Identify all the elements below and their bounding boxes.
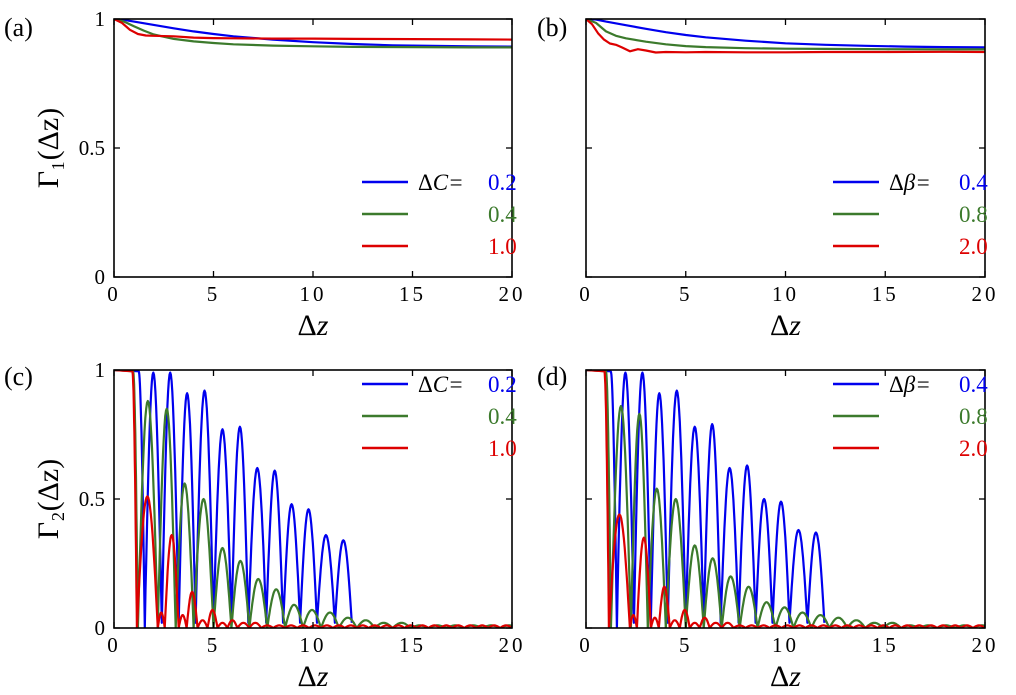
x-tick-label: 10	[772, 633, 799, 657]
plot-frame	[585, 18, 986, 278]
series-line-2.0	[586, 19, 985, 54]
legend-value-0.2: 0.2	[488, 372, 517, 397]
x-tick-label: 20	[499, 282, 526, 306]
y-tick-label: 0.5	[79, 487, 105, 511]
x-tick-label: 15	[872, 633, 899, 657]
x-axis-label: Δz	[770, 309, 801, 342]
series-line-0.4	[114, 19, 512, 49]
series-line-0.8	[586, 370, 985, 628]
legend-value-0.8: 0.8	[959, 404, 988, 429]
legend-value-2.0: 2.0	[959, 234, 988, 259]
y-axis-label: Γ₂(Δz)	[32, 459, 65, 539]
x-tick-label: 10	[300, 633, 327, 657]
series-line-1.0	[114, 370, 512, 628]
y-tick-label: 1	[95, 7, 106, 31]
y-axis-label: Γ₁(Δz)	[32, 108, 65, 188]
x-tick-label: 5	[679, 282, 693, 306]
series-line-0.8	[586, 19, 985, 51]
legend-value-2.0: 2.0	[959, 436, 988, 461]
legend-param-label: ΔC=	[418, 372, 464, 397]
series-line-1.0	[114, 19, 512, 41]
x-tick-label: 0	[579, 633, 593, 657]
series-line-2.0	[586, 370, 985, 628]
x-tick-label: 15	[872, 282, 899, 306]
series-line-0.4	[114, 370, 512, 628]
panel-b: 0 5 10 15 20 Δz (b) Δβ= 0.4 0.8 2.0	[537, 13, 999, 342]
y-tick-label: 0.5	[79, 136, 105, 160]
series-line-0.4	[586, 370, 826, 628]
x-tick-label: 15	[399, 633, 426, 657]
legend-value-0.4: 0.4	[959, 372, 988, 397]
legend-value-0.8: 0.8	[959, 202, 988, 227]
y-tick-label: 0	[95, 265, 106, 289]
legend-param-label: Δβ=	[889, 170, 931, 195]
x-tick-label: 10	[772, 282, 799, 306]
x-axis-label: Δz	[770, 660, 801, 693]
legend-value-0.4: 0.4	[959, 170, 988, 195]
panel-a: 0 5 10 15 20 0 0.5 1 Δz Γ₁(Δz) (a) ΔC= 0.2 0.4 1.0	[4, 7, 526, 342]
x-tick-label: 0	[579, 282, 593, 306]
x-tick-label: 0	[107, 282, 121, 306]
x-axis-label: Δz	[298, 660, 329, 693]
y-tick-label: 1	[95, 358, 106, 382]
plot-frame	[113, 18, 513, 278]
legend-param-label: ΔC=	[418, 170, 464, 195]
series-line-0.2	[114, 370, 353, 628]
legend-value-0.2: 0.2	[488, 170, 517, 195]
panel-c: 0 5 10 15 20 0 0.5 1 Δz Γ₂(Δz) (c) ΔC= 0.2 0.4 1.0	[4, 358, 526, 693]
panel-label: (b)	[537, 13, 567, 42]
x-tick-label: 5	[207, 282, 221, 306]
x-tick-label: 20	[972, 282, 999, 306]
legend-value-0.4: 0.4	[488, 404, 517, 429]
series-line-0.4	[586, 19, 985, 49]
x-tick-label: 5	[679, 633, 693, 657]
x-tick-label: 20	[972, 633, 999, 657]
legend-param-label: Δβ=	[889, 372, 931, 397]
y-tick-label: 0	[95, 616, 106, 640]
legend-value-1.0: 1.0	[488, 234, 517, 259]
x-tick-label: 0	[107, 633, 121, 657]
panel-d: 0 5 10 15 20 Δz (d) Δβ= 0.4 0.8 2.0	[537, 362, 999, 693]
x-tick-label: 20	[499, 633, 526, 657]
x-tick-label: 10	[300, 282, 327, 306]
x-axis-label: Δz	[298, 309, 329, 342]
x-tick-label: 5	[207, 633, 221, 657]
panel-label: (d)	[537, 362, 567, 391]
x-tick-label: 15	[399, 282, 426, 306]
legend-value-1.0: 1.0	[488, 436, 517, 461]
panel-label: (c)	[4, 362, 33, 391]
legend-value-0.4: 0.4	[488, 202, 517, 227]
panel-label: (a)	[4, 13, 33, 42]
series-line-0.2	[114, 19, 512, 48]
